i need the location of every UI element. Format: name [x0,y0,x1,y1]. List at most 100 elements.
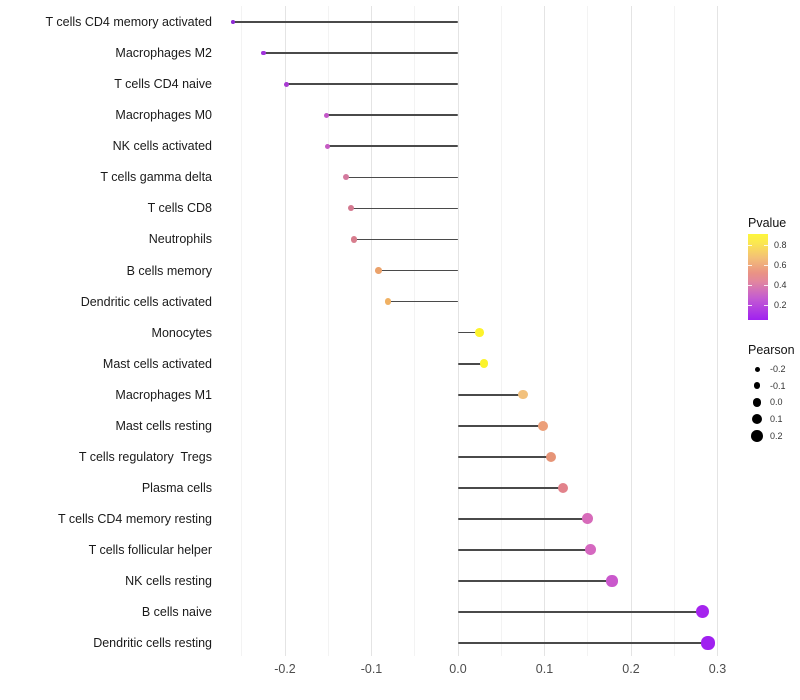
pearson-legend-label: -0.1 [770,380,786,391]
y-axis-label: Mast cells resting [115,418,212,433]
y-axis-label: Macrophages M1 [115,387,212,402]
lollipop-stem [458,642,708,644]
gridline-major [544,6,545,656]
colorbar-tick [764,305,768,307]
lollipop-dot [582,513,594,525]
y-axis-label: NK cells resting [125,573,212,588]
pearson-legend-dot [754,366,760,372]
y-axis-label: T cells CD8 [147,201,212,216]
pearson-legend-dot [753,382,761,390]
colorbar-tick [748,265,752,267]
lollipop-dot [231,20,235,25]
y-axis-label: T cells gamma delta [100,170,212,185]
lollipop-stem [350,207,458,210]
lollipop-stem [326,114,458,117]
colorbar-tick-label: 0.6 [774,260,787,271]
lollipop-dot [384,298,392,305]
gridline-major [457,6,459,656]
lollipop-stem [233,21,458,24]
lollipop-stem [378,269,458,272]
y-axis-label: T cells regulatory Tregs [78,449,212,464]
lollipop-dot [284,81,290,87]
y-axis-label: NK cells activated [112,139,212,154]
colorbar-tick [748,245,752,247]
gridline-minor [587,6,589,656]
lollipop-stem [458,331,480,334]
lollipop-stem [263,52,458,55]
colorbar-tick-label: 0.2 [774,300,787,311]
lollipop-dot [347,205,354,212]
lollipop-dot [323,112,330,119]
lollipop-stem [458,580,612,582]
y-axis-label: B cells memory [126,263,212,278]
y-axis-label: Dendritic cells activated [80,294,212,309]
colorbar-tick [764,285,768,287]
gridline-major [284,6,286,656]
lollipop-dot [606,575,618,587]
lollipop-dot [584,544,596,556]
y-axis-label: Plasma cells [141,480,212,495]
lollipop-stem [458,455,552,458]
pvalue-legend-title: Pvalue [748,216,787,230]
lollipop-dot [475,328,484,337]
gridline-minor [327,6,329,656]
lollipop-stem [458,393,523,396]
pearson-legend-label: 0.1 [770,414,783,425]
pearson-legend-title: Pearson [748,343,795,357]
lollipop-dot [324,143,331,150]
lollipop-stem [458,611,703,613]
lollipop-dot [696,605,710,619]
lollipop-stem [458,486,563,489]
y-axis-label: T cells follicular helper [88,542,212,557]
gridline-major [371,6,372,656]
y-axis-label: Monocytes [151,325,212,340]
y-axis-label: T cells CD4 memory activated [45,15,213,30]
pearson-legend-dot [752,398,762,407]
lollipop-stem [354,238,458,241]
colorbar-tick [748,285,752,287]
pearson-legend-dot [751,414,763,425]
lollipop-stem [458,424,543,427]
gridline-major [630,6,632,656]
lollipop-stem [458,362,484,365]
x-axis-tick-label: -0.1 [360,662,383,676]
gridline-minor [500,6,502,656]
gridline-minor [241,6,243,656]
y-axis-label: Macrophages M2 [115,46,212,61]
lollipop-stem [458,517,588,520]
pearson-legend-label: 0.2 [770,430,783,441]
lollipop-dot [343,174,350,181]
colorbar-tick [764,265,768,267]
gridline-minor [414,6,416,656]
pearson-legend-dot [751,429,763,442]
y-axis-label: T cells CD4 memory resting [58,511,212,526]
x-axis-tick-label: -0.2 [274,662,296,676]
x-axis-tick-label: 0.0 [449,662,467,676]
colorbar-tick [764,245,768,247]
y-axis-label: Dendritic cells resting [93,636,212,650]
y-axis-label: T cells CD4 naive [114,77,212,92]
y-axis-label: Macrophages M0 [115,108,212,123]
lollipop-dot [557,482,568,493]
gridline-minor [673,6,675,656]
lollipop-dot [518,389,528,400]
lollipop-dot [261,51,266,56]
lollipop-dot [479,359,489,368]
lollipop-dot [546,451,557,462]
lollipop-stem [387,300,458,303]
lollipop-dot [351,236,358,243]
y-axis-label: Neutrophils [148,232,212,247]
lollipop-dot [537,420,548,431]
x-axis-tick-label: 0.3 [708,662,727,676]
pvalue-colorbar [748,234,768,320]
x-axis-tick-label: 0.2 [622,662,640,676]
lollipop-dot [701,636,715,650]
pearson-legend-label: 0.0 [770,397,783,408]
lollipop-stem [346,176,458,179]
lollipop-stem [327,145,458,148]
pearson-legend-label: -0.2 [770,364,786,374]
colorbar-tick-label: 0.4 [774,280,787,291]
lollipop-stem [286,83,458,86]
colorbar-tick [748,305,752,307]
